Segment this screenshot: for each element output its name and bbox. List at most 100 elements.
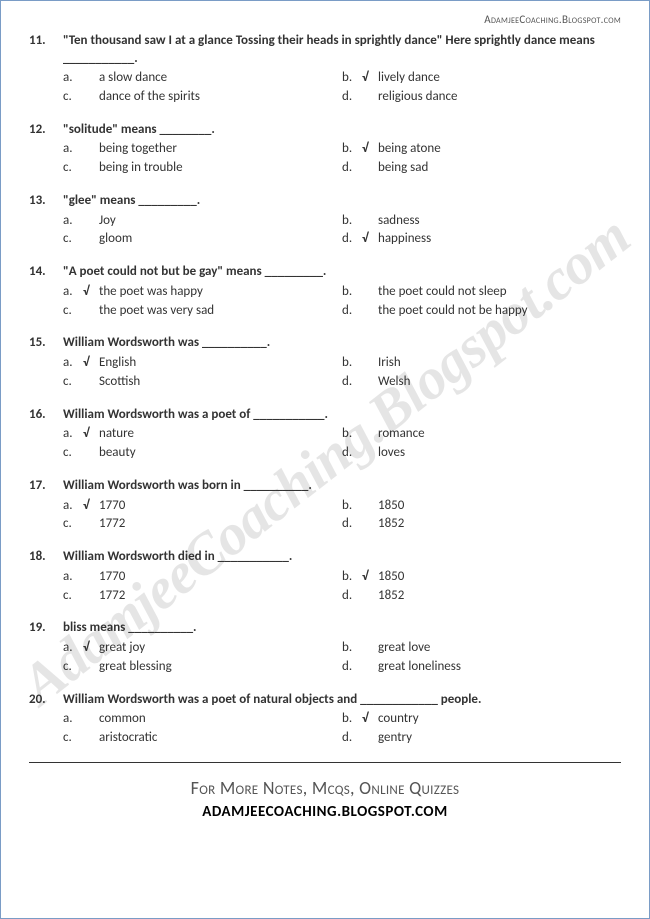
questions-list: 11."Ten thousand saw I at a glance Tossi… — [29, 32, 621, 748]
footer: For More Notes, Mcqs, Online Quizzes ADA… — [29, 777, 621, 821]
option-letter: a. — [63, 639, 83, 658]
option: b.great love — [342, 639, 621, 658]
question-number: 15. — [29, 334, 63, 352]
option-row: a.being togetherb.√being atone — [63, 140, 621, 159]
question-text: "glee" means _________. — [63, 192, 621, 210]
check-icon — [83, 302, 99, 321]
option-text: great blessing — [99, 658, 342, 677]
option-text: 1850 — [378, 568, 621, 587]
option-row: a.√Englishb.Irish — [63, 354, 621, 373]
option-row: c.aristocraticd.gentry — [63, 729, 621, 748]
question: 15.William Wordsworth was __________. a.√… — [29, 334, 621, 391]
option-row: a.1770b.√1850 — [63, 568, 621, 587]
option-text: beauty — [99, 444, 342, 463]
option-letter: d. — [342, 302, 362, 321]
question-number: 19. — [29, 619, 63, 637]
option-letter: a. — [63, 212, 83, 231]
option-letter: a. — [63, 425, 83, 444]
question: 13."glee" means _________. a. Joyb. sadness… — [29, 192, 621, 249]
option-row: a.√1770b.1850 — [63, 497, 621, 516]
check-icon — [83, 515, 99, 534]
check-icon — [83, 88, 99, 107]
check-icon: √ — [83, 283, 99, 302]
option: d.1852 — [342, 515, 621, 534]
question-number: 16. — [29, 406, 63, 424]
option-row: c.Scottishd.Welsh — [63, 373, 621, 392]
option-letter: c. — [63, 658, 83, 677]
option-row: c.beautyd.loves — [63, 444, 621, 463]
option-letter: b. — [342, 212, 362, 231]
option-letter: b. — [342, 69, 362, 88]
option-text: sadness — [378, 212, 621, 231]
option: b.1850 — [342, 497, 621, 516]
option: b.√being atone — [342, 140, 621, 159]
option: a.√great joy — [63, 639, 342, 658]
question: 19.bliss means __________. a.√great joyb.… — [29, 619, 621, 676]
option-letter: a. — [63, 140, 83, 159]
option: d.the poet could not be happy — [342, 302, 621, 321]
check-icon — [362, 444, 378, 463]
option-text: Joy — [99, 212, 342, 231]
option: c.1772 — [63, 587, 342, 606]
check-icon — [83, 658, 99, 677]
option-letter: b. — [342, 354, 362, 373]
option-letter: d. — [342, 729, 362, 748]
question-head: 18.William Wordsworth died in __________… — [29, 548, 621, 566]
option-row: a.√great joyb.great love — [63, 639, 621, 658]
option-letter: b. — [342, 710, 362, 729]
option-row: a. Joyb. sadness — [63, 212, 621, 231]
option-letter: d. — [342, 587, 362, 606]
option: d.being sad — [342, 159, 621, 178]
option: c.being in trouble — [63, 159, 342, 178]
option: d. religious dance — [342, 88, 621, 107]
option: c.aristocratic — [63, 729, 342, 748]
question-head: 19.bliss means __________. — [29, 619, 621, 637]
option-text: 1850 — [378, 497, 621, 516]
question: 17.William Wordsworth was born in ______… — [29, 477, 621, 534]
question-number: 13. — [29, 192, 63, 210]
question-text: William Wordsworth was __________. — [63, 334, 621, 352]
option-letter: c. — [63, 515, 83, 534]
option-text: happiness — [378, 230, 621, 249]
check-icon — [83, 230, 99, 249]
question-head: 20.William Wordsworth was a poet of natu… — [29, 691, 621, 709]
check-icon — [362, 658, 378, 677]
check-icon — [362, 159, 378, 178]
option-letter: d. — [342, 373, 362, 392]
option-letter: c. — [63, 373, 83, 392]
option-text: great loneliness — [378, 658, 621, 677]
option-text: religious dance — [378, 88, 621, 107]
option-letter: d. — [342, 88, 362, 107]
option-text: 1852 — [378, 515, 621, 534]
option-letter: b. — [342, 283, 362, 302]
page-container: AdamjeeCoaching.Blogspot.com AdamjeeCoac… — [0, 0, 650, 919]
option: a.1770 — [63, 568, 342, 587]
check-icon — [83, 444, 99, 463]
option-text: 1770 — [99, 497, 342, 516]
check-icon — [362, 88, 378, 107]
option: b.the poet could not sleep — [342, 283, 621, 302]
option-letter: d. — [342, 658, 362, 677]
option: c.the poet was very sad — [63, 302, 342, 321]
check-icon: √ — [83, 425, 99, 444]
header-url: AdamjeeCoaching.Blogspot.com — [29, 13, 621, 26]
question-head: 11."Ten thousand saw I at a glance Tossi… — [29, 32, 621, 67]
check-icon: √ — [362, 710, 378, 729]
question-head: 12."solitude" means ________. — [29, 121, 621, 139]
option-text: country — [378, 710, 621, 729]
check-icon — [362, 354, 378, 373]
check-icon — [362, 639, 378, 658]
option-letter: c. — [63, 444, 83, 463]
option-letter: d. — [342, 444, 362, 463]
question-number: 20. — [29, 691, 63, 709]
question-text: William Wordsworth was born in _________… — [63, 477, 621, 495]
question-number: 11. — [29, 32, 63, 67]
option-letter: a. — [63, 283, 83, 302]
option: a.√1770 — [63, 497, 342, 516]
option: b.√1850 — [342, 568, 621, 587]
option-row: a.√natureb.romance — [63, 425, 621, 444]
option: c.1772 — [63, 515, 342, 534]
option-text: great love — [378, 639, 621, 658]
question: 14."A poet could not but be gay" means _… — [29, 263, 621, 320]
option-text: Scottish — [99, 373, 342, 392]
